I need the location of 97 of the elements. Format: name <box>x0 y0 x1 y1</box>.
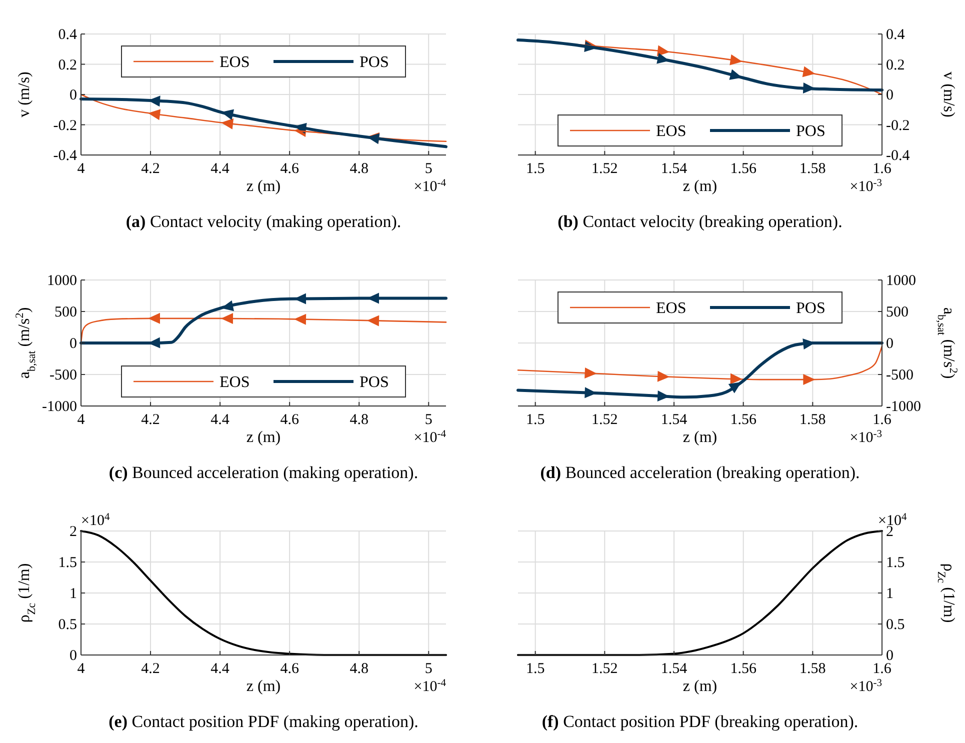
text: (f) Contact position PDF (breaking operation). <box>542 712 858 731</box>
line-series <box>516 38 884 92</box>
x-tick-label: 1.5 <box>526 161 545 177</box>
x-tick-label: 4.2 <box>141 161 160 177</box>
x-tick-label: 4.4 <box>210 412 230 428</box>
text: ×10$^{4}$ <box>81 512 110 529</box>
line-series <box>517 530 883 656</box>
x-tick-label: 1.54 <box>660 412 688 428</box>
y-tick-label: -0.4 <box>53 148 78 164</box>
x-tick-label: 1.58 <box>800 661 826 677</box>
x-tick-label: 4.6 <box>280 161 300 177</box>
y-tick-label: 1 <box>70 586 77 602</box>
y-tick-label: 0.2 <box>58 57 77 74</box>
x-tick-label: 1.54 <box>660 161 688 177</box>
y2-tick-label: 1.5 <box>886 555 905 571</box>
y2-tick-label: -500 <box>886 368 914 384</box>
y2-tick-label: 500 <box>886 304 908 320</box>
x-tick-label: 4.2 <box>141 661 160 677</box>
x-tick-label: 1.58 <box>800 161 826 177</box>
y2-tick-label: 1000 <box>886 273 916 289</box>
x-tick-label: 1.56 <box>730 161 757 177</box>
y2-tick-label: 1 <box>886 586 894 602</box>
x-tick-label: 5 <box>424 161 432 177</box>
y2-tick-label: 0.4 <box>886 27 906 43</box>
x-axis-title: z (m) <box>682 678 718 695</box>
y2-tick-label: 0 <box>886 648 894 664</box>
legend-label: POS <box>360 374 389 391</box>
legend-label: POS <box>360 54 389 71</box>
x-axis-title: z (m) <box>246 429 281 446</box>
text: ×10$^{-3}$ <box>850 678 882 695</box>
y2-tick-label: 0.5 <box>886 617 905 633</box>
text: ×10$^{-4}$ <box>414 428 447 446</box>
y2-tick-label: 0.2 <box>886 57 905 74</box>
y2-tick-label: 0 <box>886 336 894 352</box>
x-axis-title: z (m) <box>682 429 718 446</box>
y-tick-label: 0.5 <box>58 617 77 633</box>
text: (e) Contact position PDF (making operation). <box>108 712 418 731</box>
x-tick-label: 1.52 <box>592 661 618 677</box>
x-tick-label: 4.2 <box>141 412 160 428</box>
y-tick-label: 0.4 <box>58 27 78 43</box>
y2-tick-label: -1000 <box>886 399 921 415</box>
legend-label: POS <box>796 300 826 317</box>
y-tick-label: -500 <box>50 368 77 384</box>
line-series <box>80 530 447 656</box>
legend-label: EOS <box>220 54 250 71</box>
x-tick-label: 4.4 <box>210 161 230 177</box>
x-tick-label: 1.5 <box>526 412 545 428</box>
y-tick-label: 2 <box>70 524 77 540</box>
y2-tick-label: -0.2 <box>886 118 910 134</box>
text: ×10$^{-4}$ <box>414 178 447 195</box>
x-tick-label: 1.6 <box>872 412 892 428</box>
x-tick-label: 4 <box>77 161 86 177</box>
y-tick-label: 0 <box>70 648 77 664</box>
y-tick-label: 0 <box>70 336 77 352</box>
x-tick-label: 1.52 <box>592 161 618 177</box>
legend-label: POS <box>796 123 826 140</box>
x-tick-label: 1.56 <box>730 661 757 677</box>
y-tick-label: 1.5 <box>58 555 77 571</box>
x-tick-label: 1.56 <box>730 412 757 428</box>
x-tick-label: 4.6 <box>280 661 300 677</box>
x-tick-label: 4.8 <box>350 412 368 428</box>
legend-label: EOS <box>656 123 686 140</box>
text: ×10$^{-3}$ <box>850 428 882 446</box>
y-tick-label: 1000 <box>47 273 77 289</box>
text: (d) Bounced acceleration (breaking operation). <box>540 463 860 482</box>
legend-label: EOS <box>220 374 250 391</box>
x-tick-label: 1.5 <box>526 661 545 677</box>
y-tick-label: 0 <box>70 88 77 104</box>
x-tick-label: 5 <box>424 661 432 677</box>
y-tick-label: -0.2 <box>53 118 77 134</box>
x-axis-title: z (m) <box>246 178 281 195</box>
legend-label: EOS <box>656 300 686 317</box>
x-axis-title: z (m) <box>682 178 718 195</box>
y2-tick-label: 0 <box>886 88 894 104</box>
text: (b) Contact velocity (breaking operation). <box>558 212 842 231</box>
x-tick-label: 4.8 <box>350 161 368 177</box>
x-tick-label: 4.6 <box>280 412 300 428</box>
x-tick-label: 1.54 <box>660 661 688 677</box>
x-tick-label: 1.58 <box>800 412 826 428</box>
x-tick-label: 1.52 <box>592 412 618 428</box>
x-tick-label: 1.6 <box>872 161 892 177</box>
x-tick-label: 4 <box>77 661 86 677</box>
text: ×10$^{-3}$ <box>850 178 882 195</box>
y-tick-label: -1000 <box>42 399 77 415</box>
text: (c) Bounced acceleration (making operation). <box>108 463 418 482</box>
y-tick-label: 500 <box>54 304 77 320</box>
text: (a) Contact velocity (making operation). <box>126 212 402 231</box>
x-axis-title: z (m) <box>246 678 281 695</box>
x-tick-label: 1.6 <box>872 661 892 677</box>
y2-tick-label: -0.4 <box>886 148 910 164</box>
text: ×10$^{-4}$ <box>414 678 447 695</box>
x-tick-label: 5 <box>424 412 432 428</box>
x-tick-label: 4 <box>77 412 86 428</box>
y-axis-title: v (m/s) <box>16 72 33 118</box>
x-tick-label: 4.8 <box>350 661 368 677</box>
x-tick-label: 4.4 <box>210 661 230 677</box>
y2-axis-title: v (m/s) <box>940 72 957 118</box>
